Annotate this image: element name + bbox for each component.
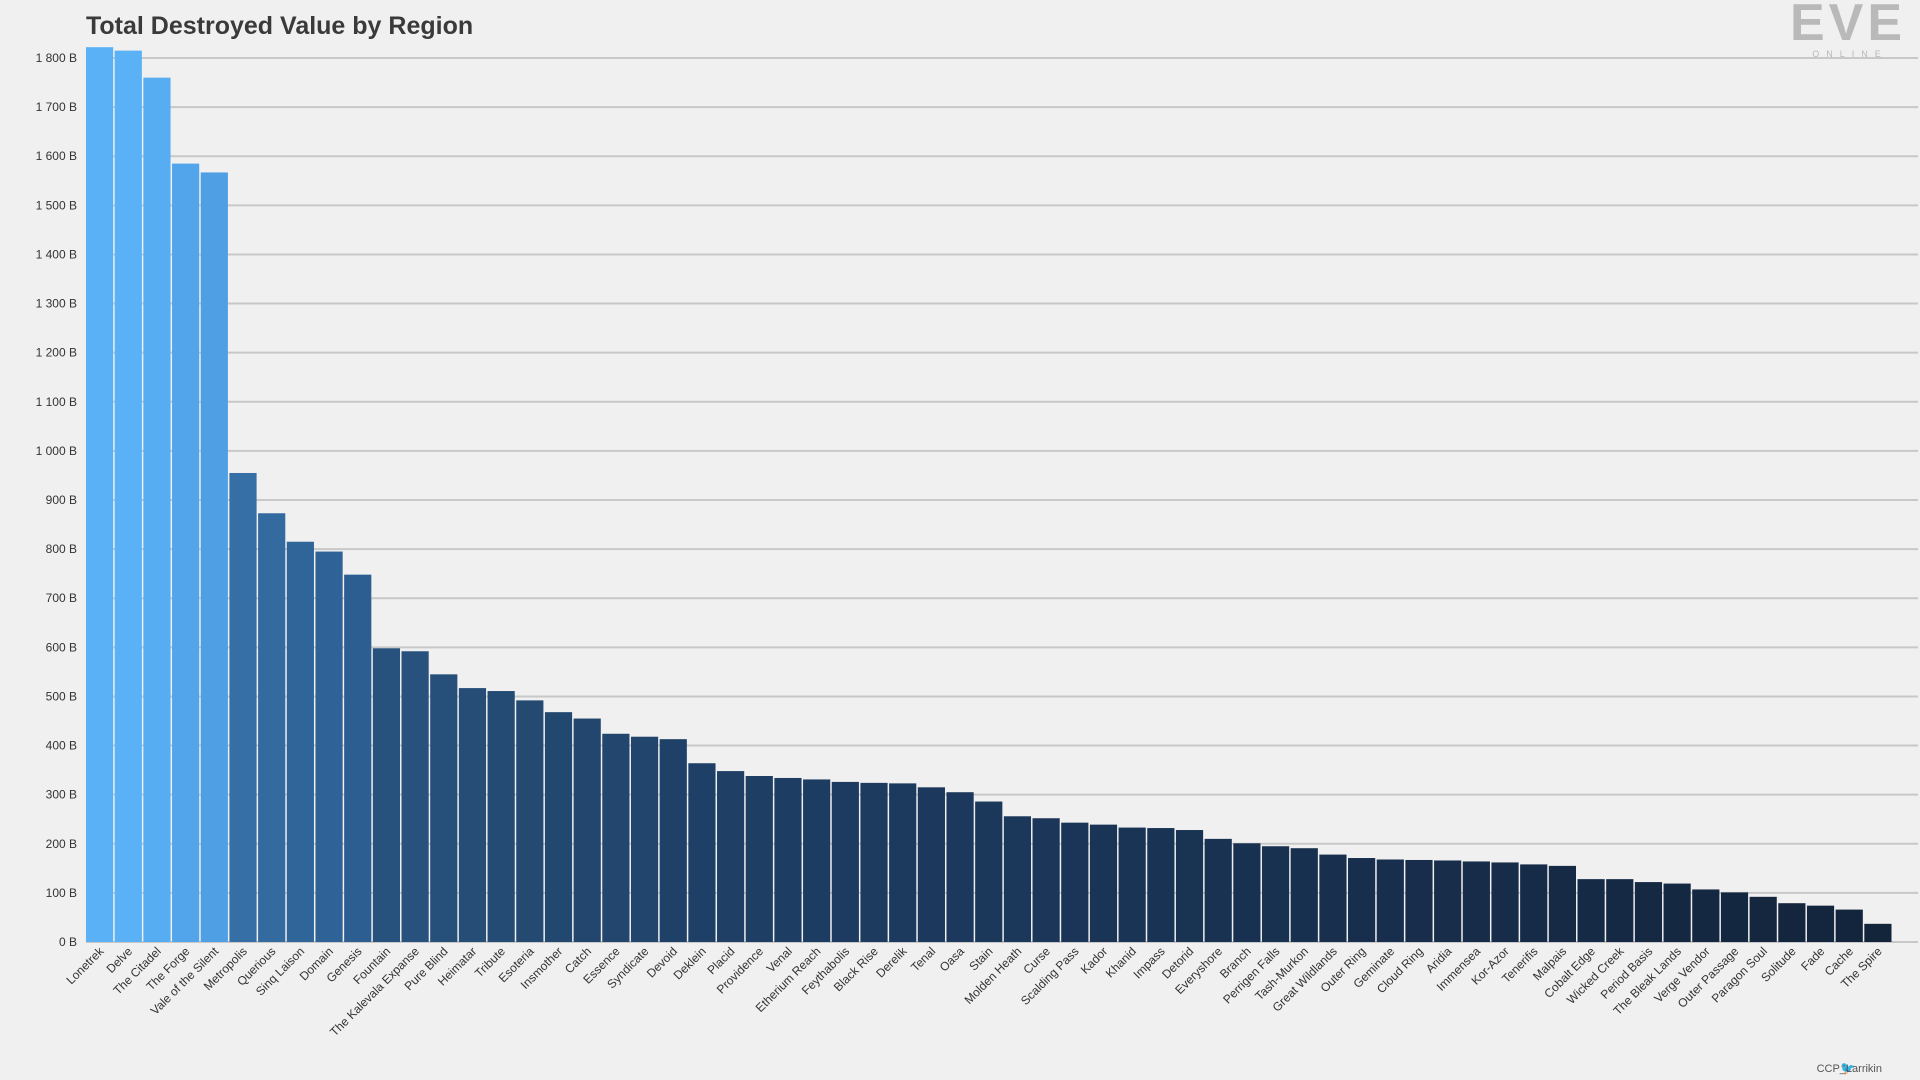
bar [659,739,687,942]
bar [401,651,429,942]
chart-title: Total Destroyed Value by Region [86,12,473,40]
bar [372,648,401,942]
y-tick-label: 700 B [46,591,77,605]
bar [1864,923,1892,942]
bar [344,574,372,942]
bar [1548,865,1576,942]
bar [258,513,286,942]
y-tick-label: 1 400 B [36,247,77,261]
y-tick-label: 1 800 B [36,51,77,65]
bar [1204,838,1232,942]
bar [975,801,1003,942]
y-tick-label: 1 000 B [36,444,77,458]
y-tick-label: 1 700 B [36,100,77,114]
eve-online-logo: EVE ONLINE [1790,0,1906,59]
y-tick-label: 500 B [46,689,77,703]
bar [688,763,716,942]
bar [114,50,142,942]
bar [860,782,888,942]
bar [1806,905,1835,942]
bar [1462,861,1490,942]
bar [143,77,171,942]
bar [86,47,114,942]
x-tick-label: Oasa [937,944,967,974]
twitter-bird-icon: 🐦 [1840,1061,1855,1075]
y-tick-label: 1 100 B [36,395,77,409]
y-tick-label: 800 B [46,542,77,556]
bar [774,777,802,942]
bar [1319,854,1347,942]
bar [602,733,630,942]
bar [487,691,515,942]
x-tick-label: Tenal [908,944,938,974]
bar [803,779,831,942]
y-tick-label: 0 B [59,935,77,949]
logo-text: EVE [1790,0,1906,52]
bar [1778,903,1806,942]
bar [831,781,859,942]
bar [200,172,228,942]
credit-handle: CCP_Larrikin [1817,1063,1882,1075]
y-tick-label: 1 500 B [36,198,77,212]
bar [1749,896,1777,942]
bar [1376,859,1404,942]
bar [286,541,314,942]
y-tick-label: 1 600 B [36,149,77,163]
y-tick-label: 600 B [46,640,77,654]
bar [1606,879,1634,942]
bar [1405,859,1433,942]
bar [1032,818,1060,942]
y-tick-label: 200 B [46,837,77,851]
bar [315,551,343,942]
y-tick-label: 1 200 B [36,346,77,360]
bar [1290,848,1318,942]
bar [717,771,745,942]
bar [1835,909,1863,942]
y-tick-label: 400 B [46,739,77,753]
bars [86,47,1892,943]
bar [889,783,917,942]
bar [1061,822,1089,942]
y-axis: 0 B 100 B 200 B 300 B 400 B 500 B 600 B 700 B 80… [36,51,77,949]
bar [1434,860,1462,942]
y-tick-label: 1 300 B [36,297,77,311]
bar [458,688,487,942]
bar [573,718,601,942]
bar [1118,827,1146,942]
logo-subtext: ONLINE [1812,49,1888,59]
bar [1089,824,1118,942]
y-tick-label: 900 B [46,493,77,507]
bar [1692,889,1720,942]
bar [430,674,458,942]
bar [229,472,257,942]
bar [1520,864,1548,942]
bar [745,776,773,942]
credit: 🐦 CCP_Larrikin [1817,1061,1882,1075]
bar [1003,816,1032,942]
y-tick-label: 300 B [46,788,77,802]
bar [172,163,200,943]
bar [516,700,544,942]
bar [1577,879,1605,942]
bar [1663,883,1691,942]
bar [1491,862,1519,942]
bar [1261,846,1290,942]
y-tick-label: 100 B [46,886,77,900]
bar [1233,843,1261,942]
bar [1175,830,1204,942]
x-tick-label: Deklein [671,944,709,982]
x-tick-label: Lonetrek [64,944,108,988]
bar [1634,882,1663,942]
bar [917,787,945,942]
bar [544,712,573,942]
bar [1147,828,1175,942]
bar [1720,892,1749,942]
bar [946,792,974,942]
x-tick-label: Derelik [873,944,910,981]
bar [1348,858,1376,942]
bar [630,736,659,942]
